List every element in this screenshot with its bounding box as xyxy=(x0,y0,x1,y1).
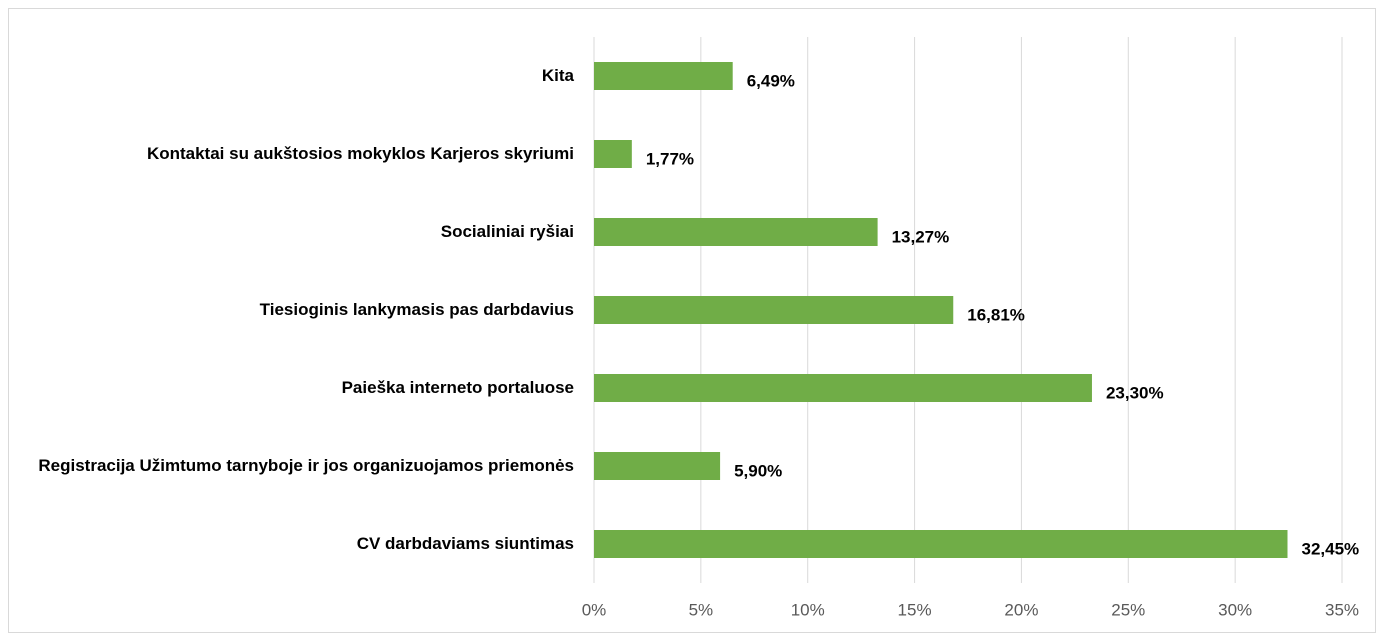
x-tick-label: 25% xyxy=(1111,600,1145,619)
x-tick-label: 15% xyxy=(898,600,932,619)
bar xyxy=(594,218,878,246)
category-label: Kita xyxy=(541,66,574,85)
x-tick-label: 30% xyxy=(1218,600,1252,619)
category-label: Kontaktai su aukštosios mokyklos Karjero… xyxy=(146,144,574,163)
bar xyxy=(594,296,954,324)
bar xyxy=(594,530,1288,558)
x-tick-label: 0% xyxy=(582,600,607,619)
x-tick-label: 5% xyxy=(689,600,714,619)
value-label: 5,90% xyxy=(734,461,782,480)
category-label: Socialiniai ryšiai xyxy=(440,222,574,241)
bar xyxy=(594,374,1092,402)
category-label: CV darbdaviams siuntimas xyxy=(356,534,574,553)
bar xyxy=(594,452,721,480)
value-label: 32,45% xyxy=(1302,539,1360,558)
category-label: Paieška interneto portaluose xyxy=(341,378,574,397)
category-label: Tiesioginis lankymasis pas darbdavius xyxy=(259,300,574,319)
value-label: 13,27% xyxy=(892,227,950,246)
value-label: 1,77% xyxy=(646,149,694,168)
x-tick-label: 35% xyxy=(1325,600,1359,619)
value-label: 6,49% xyxy=(747,71,795,90)
x-tick-label: 20% xyxy=(1004,600,1038,619)
bar xyxy=(594,62,733,90)
category-label: Registracija Užimtumo tarnyboje ir jos o… xyxy=(38,456,574,475)
bar xyxy=(594,140,632,168)
value-label: 23,30% xyxy=(1106,383,1164,402)
x-tick-label: 10% xyxy=(791,600,825,619)
value-label: 16,81% xyxy=(967,305,1025,324)
